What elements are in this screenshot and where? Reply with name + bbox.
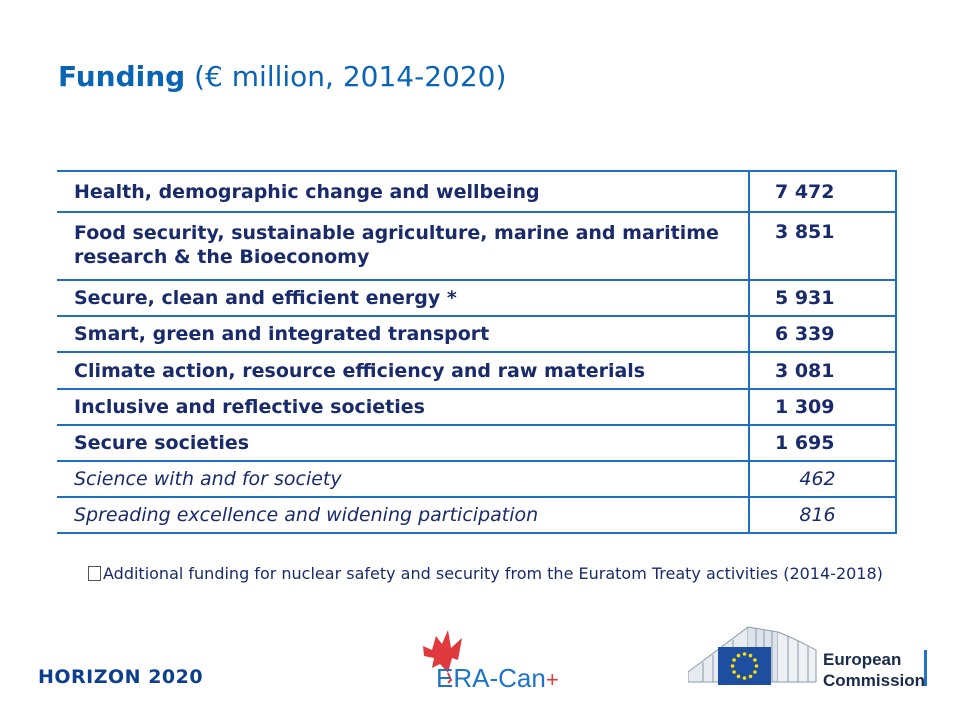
- table-row: Food security, sustainable agriculture, …: [57, 211, 897, 281]
- table-row: Smart, green and integrated transport 6 …: [57, 315, 897, 353]
- horizon-2020-logo: HORIZON 2020: [38, 666, 204, 688]
- table-row: Secure, clean and efficient energy * 5 9…: [57, 279, 897, 317]
- era-can-name: ERA-Can: [436, 663, 546, 693]
- row-label: Smart, green and integrated transport: [57, 315, 750, 353]
- row-value: 5 931: [749, 279, 897, 317]
- era-can-logo-text: ERA-Can+: [436, 663, 559, 694]
- table-row: Secure societies 1 695: [57, 424, 897, 462]
- table-row: Science with and for society 462: [57, 460, 897, 498]
- row-label: Food security, sustainable agriculture, …: [57, 211, 750, 281]
- european-commission-logo-text: European Commission: [823, 649, 925, 691]
- footnote: Additional funding for nuclear safety an…: [88, 563, 898, 584]
- slide-title-bold: Funding: [58, 60, 186, 93]
- slide-title-rest: (€ million, 2014-2020): [194, 60, 507, 93]
- table-row: Climate action, resource efficiency and …: [57, 351, 897, 390]
- era-can-maple-logo-icon: [423, 630, 462, 684]
- table-row: Health, demographic change and wellbeing…: [57, 170, 897, 213]
- row-label: Health, demographic change and wellbeing: [57, 170, 750, 213]
- row-value: 3 081: [749, 351, 897, 390]
- row-label: Climate action, resource efficiency and …: [57, 351, 750, 390]
- row-value: 7 472: [749, 170, 897, 213]
- bullet-box-icon: [88, 566, 101, 581]
- row-value: 1 309: [749, 388, 897, 426]
- european-commission-logo-icon: [688, 626, 927, 686]
- row-value: 3 851: [749, 211, 897, 281]
- footnote-text: Additional funding for nuclear safety an…: [103, 564, 883, 583]
- row-label: Spreading excellence and widening partic…: [57, 496, 750, 534]
- row-value: 1 695: [749, 424, 897, 462]
- table-row: Spreading excellence and widening partic…: [57, 496, 897, 534]
- funding-table: Health, demographic change and wellbeing…: [57, 170, 897, 534]
- row-label: Secure societies: [57, 424, 750, 462]
- row-label: Science with and for society: [57, 460, 750, 498]
- ec-line-2: Commission: [823, 671, 926, 690]
- row-label: Secure, clean and efficient energy *: [57, 279, 750, 317]
- row-value: 816: [749, 496, 897, 534]
- row-label: Inclusive and reflective societies: [57, 388, 750, 426]
- ec-line-1: European: [823, 650, 902, 669]
- slide-title: Funding (€ million, 2014-2020): [58, 60, 506, 93]
- row-value: 6 339: [749, 315, 897, 353]
- era-can-plus: +: [545, 667, 559, 692]
- row-value: 462: [749, 460, 897, 498]
- table-row: Inclusive and reflective societies 1 309: [57, 388, 897, 426]
